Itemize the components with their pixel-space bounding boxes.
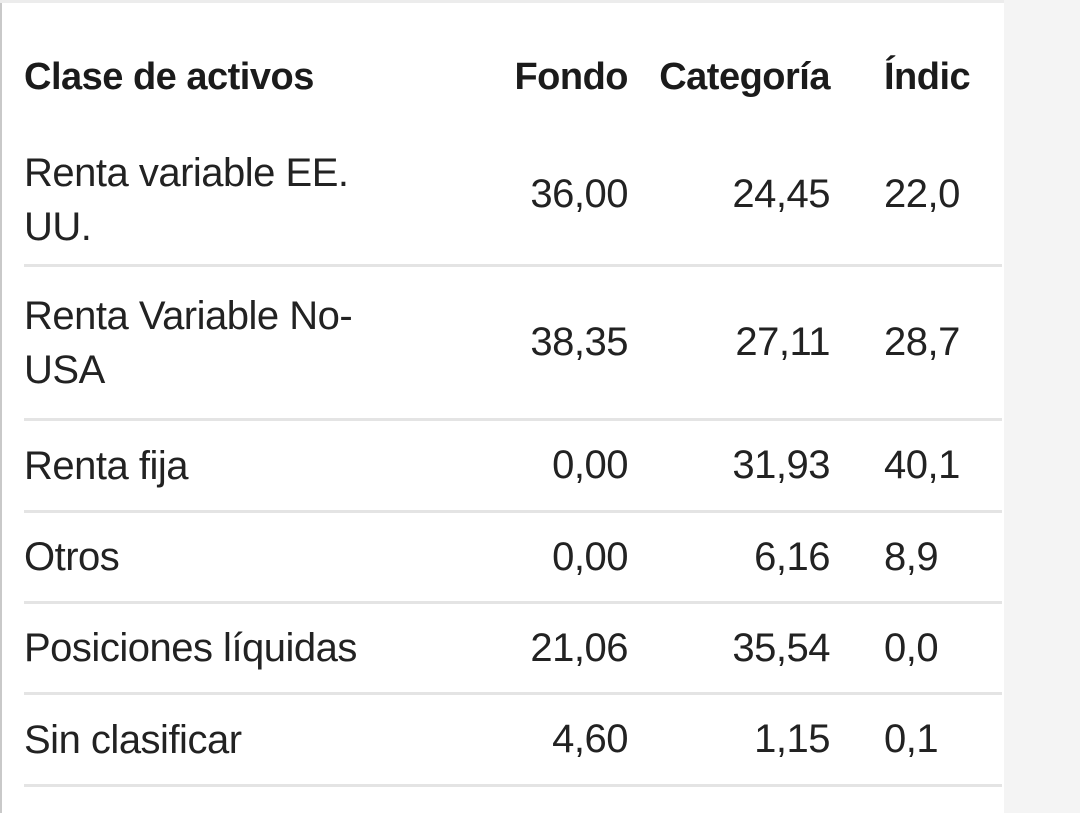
row-divider xyxy=(24,264,1002,267)
row-divider xyxy=(24,784,1002,787)
row-category-value: 31,93 xyxy=(732,443,830,487)
row-fund-value: 4,60 xyxy=(552,717,628,761)
row-asset-name: Posiciones líquidas xyxy=(24,626,357,670)
row-fund-value: 0,00 xyxy=(552,534,628,579)
header-index: Índic xyxy=(884,56,971,98)
row-index-value: 22,0 xyxy=(884,171,960,216)
row-category-value: 6,16 xyxy=(754,534,830,579)
row-asset-name-line2: USA xyxy=(24,347,105,392)
scroll-gutter xyxy=(1004,0,1080,813)
asset-allocation-table: Clase de activos Fondo Categoría Índic R… xyxy=(24,0,1004,787)
table-row: Sin clasificar 4,60 1,15 0,1 xyxy=(24,695,1002,787)
header-asset-class: Clase de activos xyxy=(24,56,314,98)
row-fund-value: 38,35 xyxy=(530,320,628,364)
row-asset-name: Renta fija xyxy=(24,443,188,488)
row-index-value: 28,7 xyxy=(884,320,960,364)
row-asset-name: Renta variable EE. UU. xyxy=(24,136,444,264)
row-fund-value: 0,00 xyxy=(552,443,628,487)
row-divider xyxy=(24,601,1002,604)
row-asset-name: Renta Variable No- USA xyxy=(24,267,444,418)
row-divider xyxy=(24,418,1002,421)
row-index-value: 8,9 xyxy=(884,534,939,579)
table-header-row: Clase de activos Fondo Categoría Índic xyxy=(24,0,1002,158)
row-fund-value: 36,00 xyxy=(530,171,628,216)
row-category-value: 35,54 xyxy=(732,625,830,670)
left-border xyxy=(0,0,2,813)
asset-allocation-table-viewport[interactable]: Clase de activos Fondo Categoría Índic R… xyxy=(24,0,1004,813)
table-row: Posiciones líquidas 21,06 35,54 0,0 xyxy=(24,604,1002,695)
row-category-value: 1,15 xyxy=(754,717,830,761)
row-asset-name-line2: UU. xyxy=(24,205,92,249)
row-asset-name: Sin clasificar xyxy=(24,717,242,762)
row-asset-name: Otros xyxy=(24,535,120,579)
row-index-value: 0,1 xyxy=(884,717,939,761)
table-row: Otros 0,00 6,16 8,9 xyxy=(24,513,1002,604)
row-category-value: 24,45 xyxy=(732,171,830,216)
header-category: Categoría xyxy=(659,56,830,98)
table-row: Renta fija 0,00 31,93 40,1 xyxy=(24,421,1002,513)
row-asset-name-line1: Renta Variable No- xyxy=(24,293,353,338)
row-category-value: 27,11 xyxy=(735,320,830,364)
row-divider xyxy=(24,510,1002,513)
row-divider xyxy=(24,692,1002,695)
row-index-value: 40,1 xyxy=(884,443,960,487)
header-fund: Fondo xyxy=(514,56,628,98)
row-asset-name-line1: Renta variable EE. xyxy=(24,151,349,195)
table-row: Renta variable EE. UU. 36,00 24,45 22,0 xyxy=(24,136,1002,267)
table-row: Renta Variable No- USA 38,35 27,11 28,7 xyxy=(24,267,1002,421)
top-border xyxy=(0,0,1004,3)
row-fund-value: 21,06 xyxy=(530,625,628,670)
row-index-value: 0,0 xyxy=(884,625,939,670)
